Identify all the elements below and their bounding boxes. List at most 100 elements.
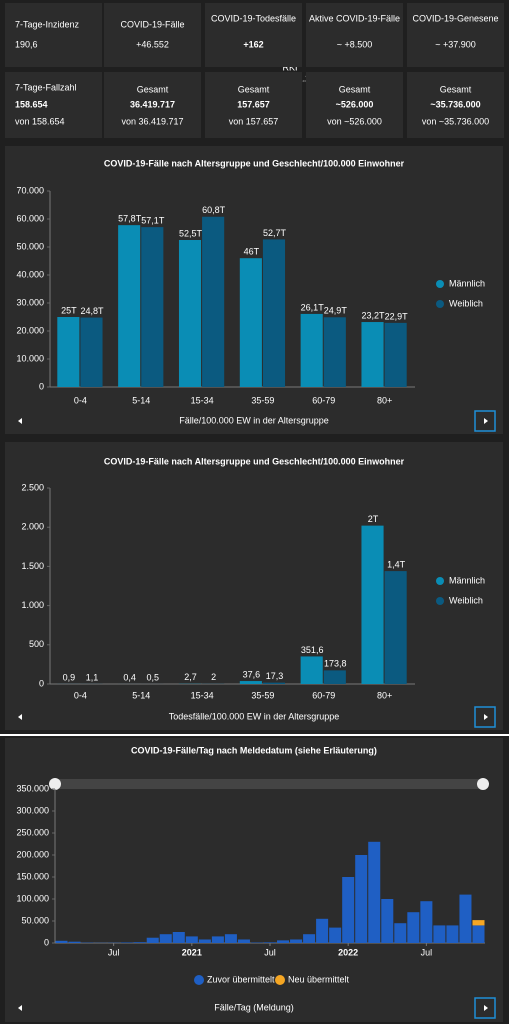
card <box>306 3 403 67</box>
bar <box>323 317 346 387</box>
bar <box>459 894 472 943</box>
bar <box>211 936 224 943</box>
nav-next[interactable] <box>474 706 496 728</box>
card-title: Gesamt <box>238 84 270 94</box>
bar <box>368 841 381 943</box>
bar <box>57 317 80 387</box>
y-tick-label: 1.000 <box>21 600 44 610</box>
nav-prev[interactable] <box>18 714 22 720</box>
value-label: 37,6 <box>243 669 261 679</box>
x-tick-label: Jul <box>421 947 433 957</box>
value-label: 351,6 <box>301 645 324 655</box>
value-label: 46T <box>244 247 260 257</box>
x-tick-label: Jul <box>264 947 276 957</box>
y-tick-label: 50.000 <box>16 241 44 251</box>
value-label: 22,9T <box>385 311 409 321</box>
card <box>407 3 504 67</box>
y-tick-label: 40.000 <box>16 269 44 279</box>
bar <box>329 927 342 943</box>
bar <box>384 322 407 387</box>
y-tick-label: 70.000 <box>16 185 44 195</box>
bar <box>120 942 133 943</box>
card-value: ~ +37.900 <box>435 39 476 49</box>
card-sub: von ~35.736.000 <box>422 116 489 126</box>
card <box>104 3 201 67</box>
nav-prev[interactable] <box>18 1005 22 1011</box>
x-tick-label: 0-4 <box>74 690 87 700</box>
x-tick-label: 80+ <box>377 395 392 405</box>
value-label: 0,9 <box>63 672 76 682</box>
card-title: COVID-19-Fälle <box>120 19 184 29</box>
bar <box>262 239 286 387</box>
nav-next-icon[interactable] <box>484 714 488 720</box>
bar <box>178 240 202 387</box>
x-tick-label: 5-14 <box>132 395 150 405</box>
y-tick-label: 150.000 <box>16 871 49 881</box>
x-tick-label: 2022 <box>338 947 358 957</box>
value-label: 2 <box>211 672 216 682</box>
value-label: 57,8T <box>118 214 142 224</box>
card-title: Aktive COVID-19-Fälle <box>309 13 400 23</box>
y-tick-label: 1.500 <box>21 561 44 571</box>
bar <box>239 258 262 387</box>
value-label: 57,1T <box>141 215 165 225</box>
card-value: +46.552 <box>136 39 169 49</box>
card-title: COVID-19-Todesfälle <box>211 13 296 23</box>
value-label: 23,2T <box>362 310 386 320</box>
card <box>205 3 302 67</box>
card <box>5 3 102 67</box>
card-title: COVID-19-Genesene <box>412 13 498 23</box>
y-tick-label: 2.000 <box>21 522 44 532</box>
bar <box>446 925 459 943</box>
bar <box>381 899 394 943</box>
bar <box>224 934 237 943</box>
card-value: ~ +8.500 <box>337 39 373 49</box>
y-tick-label: 250.000 <box>16 827 49 837</box>
slider-handle[interactable] <box>477 778 489 790</box>
y-tick-label: 10.000 <box>16 353 44 363</box>
x-tick-label: Jul <box>108 947 120 957</box>
bar <box>323 670 346 684</box>
slider-track[interactable] <box>55 779 483 789</box>
y-tick-label: 300.000 <box>16 805 49 815</box>
bar <box>433 925 446 943</box>
value-label: 24,9T <box>324 306 348 316</box>
legend-swatch <box>436 577 444 585</box>
bar <box>300 313 323 387</box>
x-tick-label: 0-4 <box>74 395 87 405</box>
value-label: 52,5T <box>179 228 203 238</box>
card <box>5 72 102 138</box>
card <box>306 72 403 138</box>
date: 29.11.2022 <box>281 73 325 83</box>
card-value: 190,6 <box>15 39 38 49</box>
bar <box>118 225 141 387</box>
bar <box>355 855 368 943</box>
card <box>205 72 302 138</box>
nav-next-icon[interactable] <box>484 1005 488 1011</box>
value-label: 1,1 <box>86 672 99 682</box>
value-label: 1,4T <box>387 559 406 569</box>
nav-next[interactable] <box>474 410 496 432</box>
card <box>104 72 201 138</box>
bar <box>472 920 485 926</box>
value-label: 2,7 <box>184 672 197 682</box>
bar <box>202 216 225 387</box>
y-tick-label: 2.500 <box>21 482 44 492</box>
panel <box>5 442 503 730</box>
card-sub: von 158.654 <box>15 116 65 126</box>
y-tick-label: 30.000 <box>16 297 44 307</box>
card-title: 7-Tage-Fallzahl <box>15 82 77 92</box>
card-title: 7-Tage-Inzidenz <box>15 19 80 29</box>
slider-handle[interactable] <box>49 778 61 790</box>
nav-next-icon[interactable] <box>484 418 488 424</box>
bar <box>185 936 198 943</box>
legend-swatch <box>194 975 204 985</box>
y-tick-label: 350.000 <box>16 783 49 793</box>
card-value: ~526.000 <box>336 99 374 109</box>
nav-prev[interactable] <box>18 418 22 424</box>
bar <box>198 939 211 943</box>
bar <box>316 918 329 943</box>
nav-next[interactable] <box>474 997 496 1019</box>
card-title: Gesamt <box>137 84 169 94</box>
bar <box>472 925 485 943</box>
